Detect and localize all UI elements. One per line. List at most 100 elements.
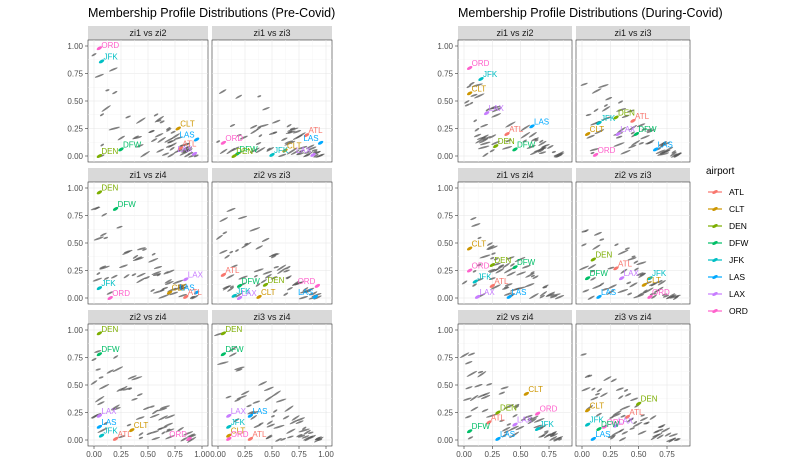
distribution-dash [283, 269, 291, 273]
distribution-dash [289, 127, 296, 130]
distribution-dash [96, 272, 101, 275]
y-tick-label: 0.25 [67, 409, 83, 418]
label-den: DEN [101, 183, 118, 192]
distribution-dash [275, 438, 282, 442]
distribution-dash [295, 420, 304, 424]
legend-item-label: DEN [729, 221, 747, 231]
distribution-dash [296, 417, 305, 422]
distribution-dash [617, 249, 629, 255]
distribution-dash [254, 274, 258, 278]
point-clt [466, 246, 473, 251]
distribution-dash [158, 294, 170, 299]
distribution-marks [213, 332, 324, 443]
distribution-dash [297, 434, 306, 438]
y-tick-label: 1.00 [67, 42, 83, 51]
distribution-dash [477, 145, 490, 150]
label-atl: ATL [491, 413, 506, 422]
distribution-dash [591, 88, 602, 94]
distribution-dash [618, 100, 623, 104]
point-den [220, 331, 227, 336]
distribution-dash [661, 293, 668, 296]
point-den [262, 282, 269, 287]
point-atl [303, 133, 310, 138]
distribution-dash [255, 147, 266, 154]
point-atl [220, 272, 227, 277]
distribution-dash [580, 353, 587, 356]
distribution-dash [527, 418, 537, 425]
label-jfk: JFK [274, 146, 289, 155]
distribution-marks [579, 229, 681, 300]
point-lax [483, 111, 490, 116]
label-lax: LAX [489, 104, 505, 113]
distribution-dash [138, 436, 144, 440]
distribution-dash [657, 279, 663, 284]
facet-strip [88, 168, 208, 182]
distribution-dash [505, 121, 516, 128]
distribution-dash [673, 153, 678, 157]
distribution-dash [237, 215, 248, 220]
distribution-dash [283, 292, 289, 296]
distribution-dash [528, 415, 539, 422]
distribution-dash [504, 283, 513, 287]
distribution-dash [218, 89, 227, 94]
distribution-dash [609, 416, 614, 419]
label-ord: ORD [472, 262, 490, 271]
distribution-dash [253, 268, 264, 273]
point-den [489, 263, 496, 267]
distribution-dash [216, 140, 221, 143]
distribution-dash [509, 431, 520, 439]
distribution-dash [159, 120, 165, 124]
distribution-marks [580, 82, 682, 158]
y-tick-label: 0.25 [67, 125, 83, 134]
distribution-marks [461, 217, 565, 300]
point-atl [112, 436, 119, 441]
point-lax [613, 423, 619, 428]
distribution-dash [188, 434, 197, 438]
distribution-dash [110, 274, 118, 279]
distribution-dash [166, 269, 175, 274]
distribution-dash [167, 153, 175, 158]
distribution-dash [240, 390, 250, 396]
distribution-dash [158, 426, 168, 430]
distribution-dash [230, 264, 238, 268]
x-tick-label: 0.25 [603, 450, 619, 459]
distribution-dash [522, 139, 527, 143]
label-las: LAS [101, 418, 116, 427]
distribution-dash [296, 152, 305, 156]
distribution-dash [123, 249, 133, 254]
distribution-dash [91, 53, 97, 57]
point-las [247, 413, 254, 418]
distribution-dash [181, 148, 188, 153]
label-jfk: JFK [483, 70, 498, 79]
distribution-dash [592, 244, 601, 250]
distribution-dash [113, 355, 119, 359]
point-lax [183, 277, 189, 282]
distribution-dash [524, 283, 535, 288]
distribution-dash [668, 433, 678, 437]
distribution-dash [148, 130, 155, 134]
distribution-dash [112, 90, 118, 95]
distribution-dash [489, 149, 495, 153]
distribution-dash [481, 408, 489, 413]
distribution-dash [222, 285, 230, 291]
distribution-dash [590, 269, 596, 273]
distribution-dash [606, 289, 615, 295]
distribution-dash [97, 401, 105, 406]
point-ord [647, 294, 653, 299]
label-atl: ATL [618, 259, 633, 268]
y-tick-label: 0.75 [67, 70, 83, 79]
distribution-dash [461, 280, 468, 285]
distribution-dash [253, 424, 262, 428]
distribution-dash [587, 264, 597, 270]
point-jfk [472, 279, 479, 284]
distribution-dash [626, 109, 635, 113]
label-den: DEN [236, 147, 253, 156]
point-las [590, 436, 597, 441]
distribution-dash [100, 143, 105, 147]
point-atl [504, 132, 510, 136]
distribution-dash [164, 422, 174, 427]
distribution-dash [590, 396, 599, 401]
distribution-dash [504, 286, 509, 289]
